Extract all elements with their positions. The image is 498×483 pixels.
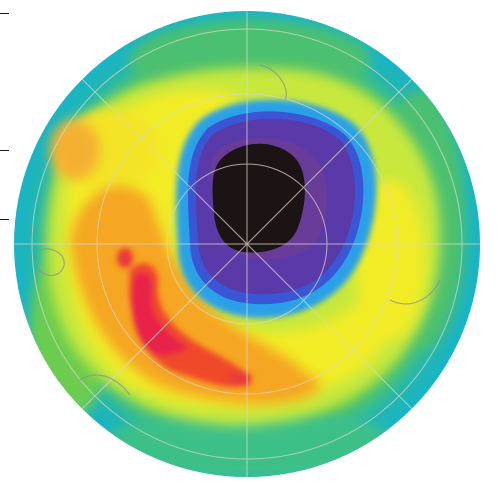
left-tick-mark: [0, 150, 9, 151]
orange-band: [50, 120, 320, 405]
lat-long-grid: [14, 11, 480, 477]
coastlines: [34, 64, 441, 396]
ozone-hole-core: [212, 143, 305, 253]
left-tick-mark: [0, 219, 9, 220]
red-high-ozone: [117, 248, 252, 388]
ozone-hole: [176, 99, 377, 319]
left-tick-mark: [0, 13, 9, 14]
